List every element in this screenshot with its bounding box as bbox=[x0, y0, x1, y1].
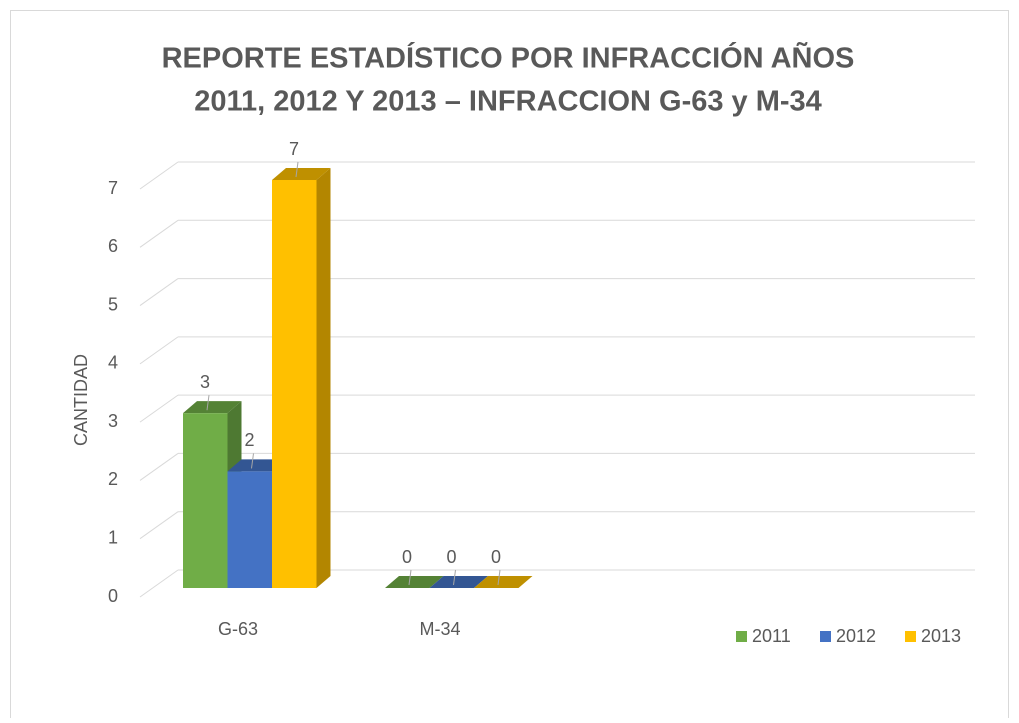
legend-swatch bbox=[905, 631, 916, 642]
bar-front bbox=[227, 471, 272, 588]
bar-top bbox=[429, 576, 488, 588]
data-label: 7 bbox=[289, 139, 299, 159]
legend-swatch bbox=[736, 631, 747, 642]
chart-border bbox=[10, 10, 1009, 723]
leader-line bbox=[206, 395, 210, 411]
grid-line bbox=[139, 161, 179, 190]
legend-label: 2012 bbox=[836, 626, 876, 646]
grid-line bbox=[139, 511, 179, 540]
legend-label: 2013 bbox=[921, 626, 961, 646]
leader-line bbox=[453, 569, 456, 586]
legend-label: 2011 bbox=[752, 626, 791, 646]
grid-line bbox=[139, 569, 179, 598]
x-tick-label: G-63 bbox=[218, 619, 258, 639]
y-tick-label: 3 bbox=[108, 411, 118, 431]
y-tick-label: 7 bbox=[108, 178, 118, 198]
bar bbox=[474, 576, 533, 588]
chart-title: REPORTE ESTADÍSTICO POR INFRACCIÓN AÑOS bbox=[162, 41, 855, 75]
leader-line bbox=[497, 569, 501, 586]
data-label: 0 bbox=[491, 547, 501, 567]
grid-line bbox=[139, 219, 179, 248]
bar-top bbox=[474, 576, 533, 588]
y-tick-label: 1 bbox=[108, 527, 118, 547]
chart-title: 2011, 2012 Y 2013 – INFRACCION G-63 y M-… bbox=[194, 86, 822, 118]
grid-line bbox=[139, 336, 179, 365]
leader-line bbox=[295, 161, 299, 178]
y-tick-label: 0 bbox=[108, 586, 118, 606]
bar bbox=[429, 576, 488, 588]
bar-front bbox=[183, 413, 228, 588]
y-tick-label: 4 bbox=[108, 353, 118, 373]
bar-top bbox=[183, 401, 242, 414]
bar-top bbox=[272, 168, 331, 180]
grid-line bbox=[139, 278, 179, 306]
bar bbox=[385, 576, 444, 588]
grid-line bbox=[139, 394, 179, 423]
x-tick-label: M-34 bbox=[419, 619, 460, 639]
bar-front bbox=[272, 180, 317, 588]
data-label: 2 bbox=[244, 430, 254, 450]
bar-top bbox=[227, 459, 286, 472]
legend-swatch bbox=[820, 631, 831, 642]
y-tick-label: 2 bbox=[108, 469, 118, 489]
y-tick-label: 6 bbox=[108, 236, 118, 256]
leader-line bbox=[251, 453, 254, 469]
y-axis-title: CANTIDAD bbox=[71, 354, 91, 446]
grid-line bbox=[139, 453, 179, 481]
data-label: 0 bbox=[402, 547, 412, 567]
bar-top bbox=[385, 576, 444, 588]
data-label: 3 bbox=[200, 372, 210, 392]
bar bbox=[272, 168, 331, 588]
leader-line bbox=[408, 569, 412, 586]
data-label: 0 bbox=[446, 547, 456, 567]
y-tick-label: 5 bbox=[108, 294, 118, 314]
bar-side bbox=[316, 168, 331, 588]
